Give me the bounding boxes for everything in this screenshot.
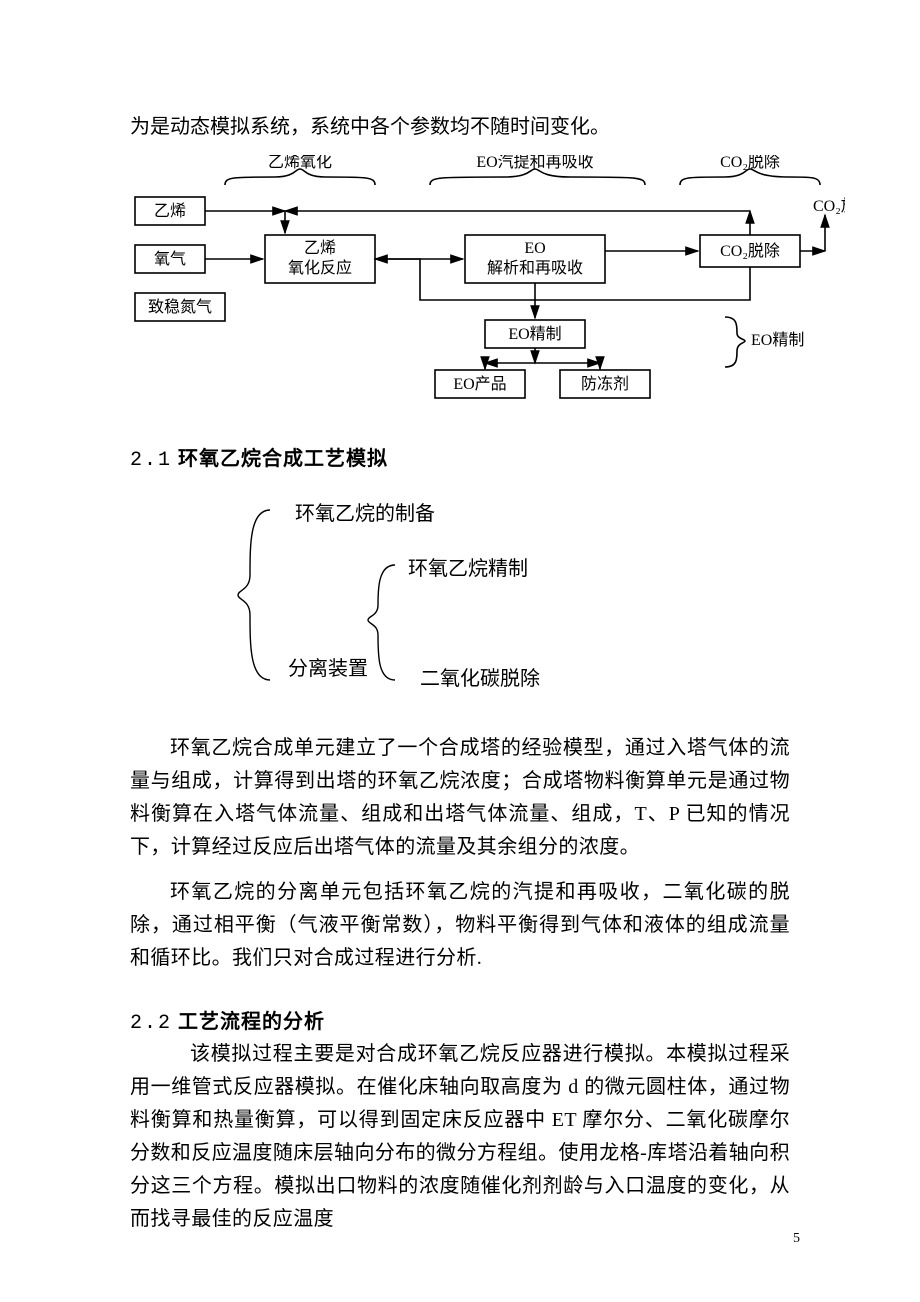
top-line-container: 为是动态模拟系统，系统中各个参数均不随时间变化。 — [130, 112, 790, 143]
node-oxidation-l2: 氧化反应 — [288, 258, 352, 277]
paragraph-1: 环氧乙烷合成单元建立了一个合成塔的经验模型，通过入塔气体的流量与组成，计算得到出… — [130, 732, 790, 864]
node-oxygen: 氧气 — [154, 250, 186, 268]
bracket-tree: 环氧乙烷的制备 分离装置 环氧乙烷精制 二氧化碳脱除 — [230, 490, 690, 710]
section-label-3: CO₂脱除 — [720, 155, 780, 171]
tree-n3: 环氧乙烷精制 — [408, 557, 528, 580]
node-product: EO产品 — [453, 375, 506, 393]
heading-2-1-num: 2.1 — [130, 449, 172, 472]
process-flowchart: 乙烯氧化 EO汽提和再吸收 CO₂脱除 乙烯 氧气 致稳氮气 乙烯 氧化反应 E… — [125, 155, 845, 415]
paragraph-3: 该模拟过程主要是对合成环氧乙烷反应器进行模拟。本模拟过程采用一维管式反应器模拟。… — [130, 1038, 790, 1236]
label-refine-side: EO精制 — [751, 331, 804, 349]
section-label-1: 乙烯氧化 — [268, 155, 332, 171]
tree-n4: 二氧化碳脱除 — [420, 667, 540, 690]
node-co2vent: CO₂放空 — [813, 197, 845, 215]
top-line-text: 为是动态模拟系统，系统中各个参数均不随时间变化。 — [130, 112, 790, 143]
section-label-2: EO汽提和再吸收 — [476, 155, 593, 171]
node-refine: EO精制 — [508, 325, 561, 343]
heading-2-2: 2.2 工艺流程的分析 — [130, 1005, 325, 1035]
heading-2-1-text: 环氧乙烷合成工艺模拟 — [178, 448, 388, 470]
paragraph-2: 环氧乙烷的分离单元包括环氧乙烷的汽提和再吸收，二氧化碳的脱除，通过相平衡（气液平… — [130, 876, 790, 975]
heading-2-1: 2.1 环氧乙烷合成工艺模拟 — [130, 442, 388, 472]
node-parse-l1: EO — [524, 240, 545, 257]
heading-2-2-num: 2.2 — [130, 1012, 172, 1035]
node-antifreeze: 防冻剂 — [581, 375, 629, 393]
tree-n1: 环氧乙烷的制备 — [295, 502, 435, 525]
tree-n2: 分离装置 — [288, 657, 368, 680]
heading-2-2-text: 工艺流程的分析 — [178, 1011, 325, 1033]
node-ethylene: 乙烯 — [154, 202, 186, 220]
document-page: 为是动态模拟系统，系统中各个参数均不随时间变化。 乙烯氧化 EO汽提和再吸收 C… — [0, 0, 920, 1302]
node-oxidation-l1: 乙烯 — [304, 239, 336, 257]
node-co2remove: CO₂脱除 — [720, 242, 780, 260]
node-nitrogen: 致稳氮气 — [148, 298, 212, 316]
node-parse-l2: 解析和再吸收 — [487, 259, 583, 277]
page-number: 5 — [793, 1231, 800, 1247]
